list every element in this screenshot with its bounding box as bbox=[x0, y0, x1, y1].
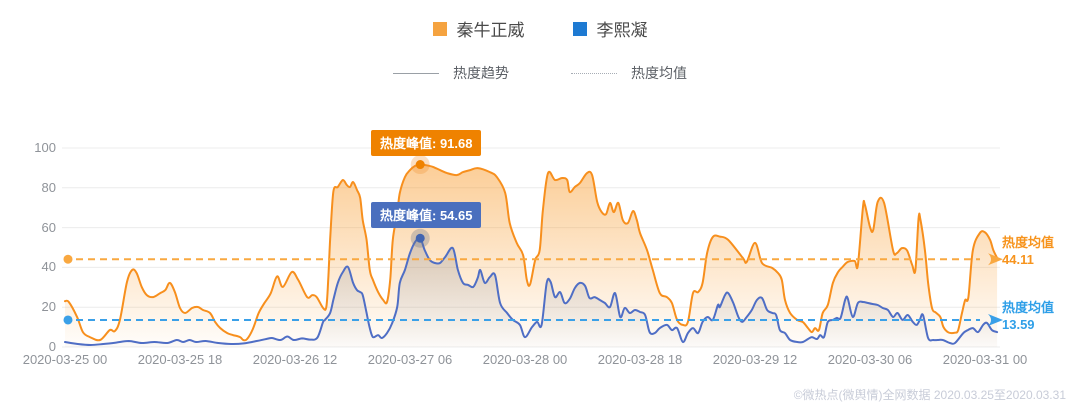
x-tick-label: 2020-03-29 12 bbox=[712, 352, 798, 367]
y-tick-label: 20 bbox=[41, 299, 56, 315]
series2-legend-label: 李熙凝 bbox=[596, 21, 648, 40]
average-line-label: 热度均值 bbox=[631, 65, 687, 81]
trend-line-label: 热度趋势 bbox=[453, 65, 509, 81]
legend-item-series2[interactable]: 李熙凝 bbox=[572, 16, 648, 41]
y-tick-label: 60 bbox=[41, 219, 56, 235]
series1-legend-label: 秦牛正威 bbox=[456, 21, 525, 40]
series2-swatch-icon bbox=[572, 21, 587, 36]
x-tick-label: 2020-03-26 12 bbox=[252, 352, 338, 367]
avg-label-text-series2: 热度均值 bbox=[1002, 300, 1055, 315]
avg-value-series1: 44.11 bbox=[1002, 252, 1034, 267]
x-tick-label: 2020-03-25 00 bbox=[22, 352, 108, 367]
x-tick-label: 2020-03-28 18 bbox=[597, 352, 683, 367]
x-tick-label: 2020-03-31 00 bbox=[942, 352, 1028, 367]
y-tick-label: 40 bbox=[41, 259, 56, 275]
y-tick-label: 80 bbox=[41, 179, 56, 195]
peak-badge-series1: 热度峰值: 91.68 bbox=[371, 130, 482, 156]
solid-line-sample-icon bbox=[393, 72, 439, 74]
legend-item-average-line[interactable]: 热度均值 bbox=[571, 63, 687, 83]
dotted-line-sample-icon bbox=[571, 72, 617, 74]
y-tick-label: 0 bbox=[48, 339, 56, 354]
line-type-legend: 热度趋势 热度均值 bbox=[0, 63, 1080, 83]
x-tick-label: 2020-03-25 18 bbox=[137, 352, 223, 367]
peak-badge-series2: 热度峰值: 54.65 bbox=[371, 202, 482, 228]
avg-value-label-series2: 热度均值 13.59 bbox=[1002, 299, 1054, 333]
series1-swatch-icon bbox=[432, 21, 447, 36]
x-tick-label: 2020-03-28 00 bbox=[482, 352, 568, 367]
x-tick-label: 2020-03-30 06 bbox=[827, 352, 913, 367]
y-tick-label: 100 bbox=[34, 140, 56, 155]
avg-value-series2: 13.59 bbox=[1002, 317, 1035, 332]
series-legend: 秦牛正威 李熙凝 bbox=[0, 16, 1080, 41]
copyright-watermark: ©微热点(微舆情)全网数据 2020.03.25至2020.03.31 bbox=[793, 388, 1066, 402]
x-tick-label: 2020-03-27 06 bbox=[367, 352, 453, 367]
avg-value-label-series1: 热度均值 44.11 bbox=[1002, 234, 1054, 268]
legend-item-series1[interactable]: 秦牛正威 bbox=[432, 16, 525, 41]
legend-item-trend-line[interactable]: 热度趋势 bbox=[393, 63, 509, 83]
avg-label-text-series1: 热度均值 bbox=[1002, 235, 1055, 250]
